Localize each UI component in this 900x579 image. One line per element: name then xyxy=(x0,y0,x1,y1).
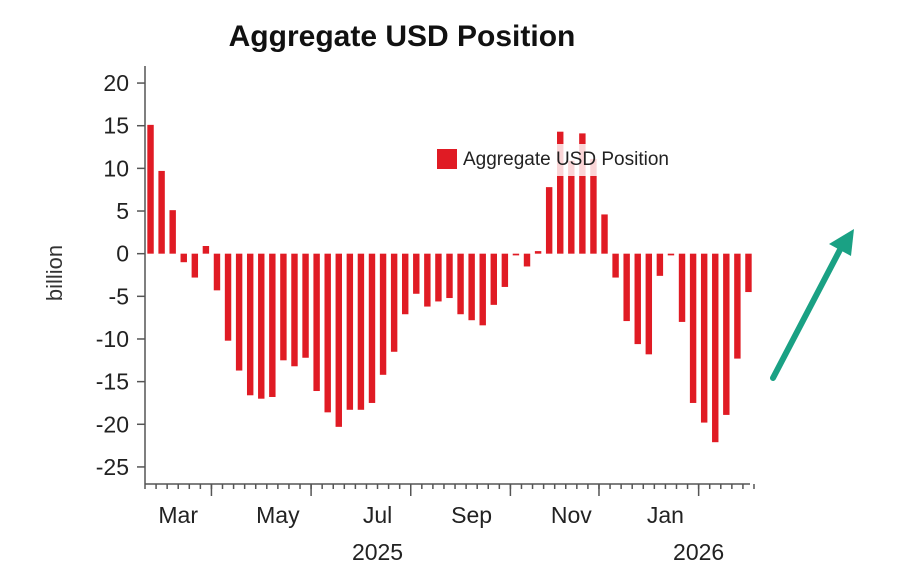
bar xyxy=(424,253,431,307)
bar xyxy=(235,253,243,371)
bar xyxy=(523,253,531,267)
bar xyxy=(678,253,686,322)
bars xyxy=(147,124,752,443)
bar xyxy=(246,253,254,396)
x-year-label: 2026 xyxy=(673,539,724,565)
bar xyxy=(479,253,486,326)
bar xyxy=(446,253,453,299)
x-year-label: 2025 xyxy=(352,539,403,565)
bar xyxy=(368,253,376,403)
bar xyxy=(590,158,597,254)
x-month-label: Mar xyxy=(158,502,198,528)
chart-title: Aggregate USD Position xyxy=(229,20,576,53)
bar xyxy=(224,253,232,341)
bar xyxy=(501,253,509,287)
bar xyxy=(324,253,331,413)
y-tick-label: -5 xyxy=(109,283,129,309)
bar xyxy=(258,253,265,399)
bar xyxy=(700,253,708,423)
y-tick-label: 5 xyxy=(116,198,129,224)
x-month-label: Sep xyxy=(451,502,492,528)
bar xyxy=(723,253,730,415)
bar xyxy=(689,253,697,403)
bar xyxy=(191,253,199,278)
bar xyxy=(612,253,619,278)
bar xyxy=(645,253,653,355)
bar xyxy=(656,253,664,276)
bar xyxy=(158,170,165,254)
bar xyxy=(280,253,287,361)
y-axis-label: billion xyxy=(42,245,67,301)
bar xyxy=(734,253,741,359)
x-month-label: Jul xyxy=(363,502,392,528)
y-tick-label: -25 xyxy=(96,454,129,480)
bar xyxy=(390,253,398,352)
y-tick-label: 10 xyxy=(103,155,129,181)
y-tick-label: -15 xyxy=(96,369,129,395)
bar xyxy=(313,253,320,392)
legend-swatch xyxy=(437,149,457,169)
bar xyxy=(269,253,276,397)
bar xyxy=(401,253,409,315)
y-tick-label: -10 xyxy=(96,326,129,352)
legend-label: Aggregate USD Position xyxy=(463,149,669,170)
bar xyxy=(534,251,542,254)
bar xyxy=(634,253,641,345)
bar xyxy=(302,253,309,358)
trend-arrow-icon xyxy=(770,229,854,381)
x-month-label: Nov xyxy=(551,502,592,528)
bar xyxy=(623,253,630,322)
y-tick-label: 0 xyxy=(116,241,129,267)
bar xyxy=(468,253,475,321)
bar xyxy=(557,131,564,254)
bar xyxy=(357,253,365,410)
bar xyxy=(202,245,210,254)
bar xyxy=(745,253,752,293)
bar xyxy=(712,253,719,443)
bar xyxy=(545,187,553,254)
legend-background xyxy=(430,144,715,176)
bar xyxy=(291,253,298,367)
bar xyxy=(601,214,608,254)
bar xyxy=(490,253,498,305)
x-month-label: Jan xyxy=(647,502,684,528)
bar xyxy=(346,253,354,410)
bar xyxy=(457,253,464,315)
bar xyxy=(169,210,176,254)
y-tick-label: -20 xyxy=(96,411,129,437)
y-tick-label: 20 xyxy=(103,70,129,96)
bar xyxy=(147,124,154,254)
bar xyxy=(379,253,387,375)
legend: Aggregate USD Position xyxy=(430,144,715,176)
bar xyxy=(213,253,221,291)
x-month-label: May xyxy=(256,502,300,528)
y-tick-label: 15 xyxy=(103,113,129,139)
y-axis: 20 15 10 5 0 -5 -10 -15 -20 -25 xyxy=(96,66,146,484)
bar xyxy=(512,253,520,256)
bar xyxy=(435,253,442,302)
bar xyxy=(335,253,342,427)
bar xyxy=(667,253,675,256)
bar xyxy=(579,133,586,254)
x-axis: Mar May Jul Sep Nov Jan 2025 2026 xyxy=(144,483,755,565)
bar xyxy=(413,253,420,294)
bar xyxy=(568,160,575,254)
bar xyxy=(180,253,187,263)
